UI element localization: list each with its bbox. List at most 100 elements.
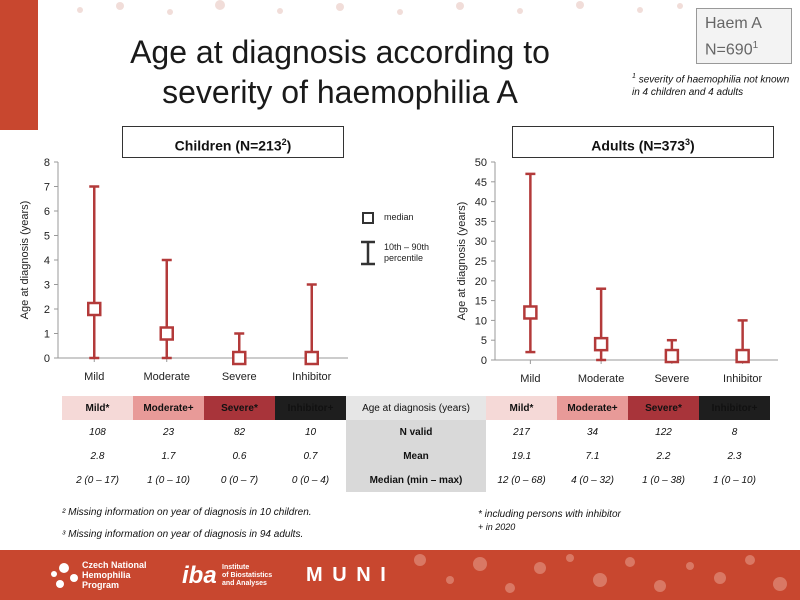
iba-sub3: and Analyses [222,580,267,587]
y-tick-label: 6 [44,206,50,218]
iba-sub2: of Biostatistics [222,572,273,579]
x-tick-label: Moderate [144,371,190,383]
footnote-plus: + in 2020 [478,522,516,532]
y-tick-label: 2 [44,304,50,316]
row-label: Mean [346,444,486,468]
y-tick-label: 0 [481,355,487,367]
hdr-right-mild: Mild* [486,396,557,420]
iba-sub1: Institute [222,564,250,571]
y-tick-label: 5 [44,231,50,243]
x-tick-label: Mild [520,373,540,385]
cell: 2.3 [727,450,742,462]
adults-label-text: Adults (N=373 [591,137,686,154]
table-row: 108 23 82 10 N valid 217 34 122 8 [62,420,770,444]
children-label-sup: 2 [281,137,287,147]
y-tick-label: 7 [44,182,50,194]
haem-box-line1: Haem A [705,15,762,32]
hdr-left-severe: Severe* [204,396,275,420]
hdr-left-inhibitor: Inhibitor+ [275,396,346,420]
title-line-2: severity of haemophilia A [162,74,518,110]
cell: 7.1 [585,450,600,462]
table-row: 2 (0 – 17) 1 (0 – 10) 0 (0 – 7) 0 (0 – 4… [62,468,770,492]
x-tick-label: Inhibitor [292,371,331,383]
y-tick-label: 25 [475,256,487,268]
cnhp-logo-text: Czech National Hemophilia Program [82,560,147,590]
y-tick-label: 8 [44,157,50,169]
cell: 10 [304,426,317,438]
children-group-label: Children (N=2132) [122,126,344,158]
haem-summary-box: Haem A N=6901 [696,8,792,64]
cell: 8 [731,426,738,438]
median-marker [735,348,750,364]
hdr-middle: Age at diagnosis (years) [346,396,486,420]
cell: 0 (0 – 7) [220,474,259,486]
page-title: Age at diagnosis according to severity o… [60,32,620,112]
y-tick-label: 5 [481,335,487,347]
median-marker [232,350,247,366]
muni-logo: M U N I [306,564,388,586]
statistics-table: Mild* Moderate+ Severe* Inhibitor+ Age a… [62,396,770,492]
cell: 19.1 [511,450,532,462]
cell: 12 (0 – 68) [497,474,546,486]
haem-box-n: N=690 [705,41,753,59]
median-marker [304,350,319,366]
legend-median-label: median [384,212,414,222]
median-marker [159,326,174,341]
legend-range-line2: percentile [384,253,424,263]
legend-icons [361,212,375,266]
cell: 1.7 [161,450,176,462]
y-tick-label: 50 [475,157,487,169]
median-marker [593,336,609,352]
cell: 0.6 [232,450,247,462]
cnhp-line1: Czech National [82,560,147,570]
chart-svg: 0 1 2 3 4 5 6 7 8 Age at diagnosis (years) Mild Mod… [19,157,348,383]
y-tick-label: 20 [475,276,487,288]
median-marker [523,305,538,320]
y-tick-label: 30 [475,236,487,248]
footer-dots [51,554,787,593]
hdr-right-inhibitor: Inhibitor+ [699,396,770,420]
title-line-1: Age at diagnosis according to [130,34,550,70]
x-tick-label: Severe [222,371,257,383]
cell: 1 (0 – 10) [147,474,190,486]
adults-label-sup: 3 [685,137,691,147]
cell: 4 (0 – 32) [571,474,614,486]
chart-legend: median 10th – 90th percentile [358,210,438,270]
median-marker [87,301,102,317]
median-marker [664,348,680,364]
iba-logo: iba [182,562,217,589]
iba-logo-sub: Institute of Biostatistics and Analyses [222,564,272,588]
footnote-2: ² Missing information on year of diagnos… [62,507,312,518]
legend-median-marker [362,212,374,224]
cell: 2.2 [656,450,671,462]
hdr-left-mild: Mild* [62,396,133,420]
legend-range-label: 10th – 90th percentile [384,242,429,264]
footnote-star: * including persons with inhibitor [478,509,621,520]
left-accent-bar [0,0,38,130]
y-tick-label: 3 [44,280,50,292]
y-tick-label: 15 [475,296,487,308]
top-decorative-dots [77,0,683,15]
cell: 1 (0 – 10) [713,474,756,486]
hdr-right-severe: Severe* [628,396,699,420]
row-label: N valid [346,420,486,444]
y-tick-label: 10 [475,315,487,327]
cell: 2.8 [90,450,105,462]
y-tick-label: 40 [475,197,487,209]
cell: 82 [233,426,246,438]
cell: 23 [162,426,175,438]
haem-box-sup: 1 [752,40,759,51]
severity-note-sup: 1 [632,73,636,80]
y-tick-label: 0 [44,353,50,365]
children-label-text: Children (N=213 [174,137,282,154]
x-tick-label: Moderate [578,373,624,385]
hdr-right-moderate: Moderate+ [557,396,628,420]
y-axis-label: Age at diagnosis (years) [19,201,31,320]
cnhp-logo-icon [51,563,78,588]
haem-box-line2: N=6901 [705,35,783,61]
cell: 0 (0 – 4) [291,474,330,486]
severity-note: 1 severity of haemophilia not known in 4… [632,70,797,99]
cell: 0.7 [303,450,318,462]
table-header-row: Mild* Moderate+ Severe* Inhibitor+ Age a… [62,396,770,420]
children-chart: 0 1 2 3 4 5 6 7 8 Age at diagnosis (years) Mild Mod… [10,150,360,395]
